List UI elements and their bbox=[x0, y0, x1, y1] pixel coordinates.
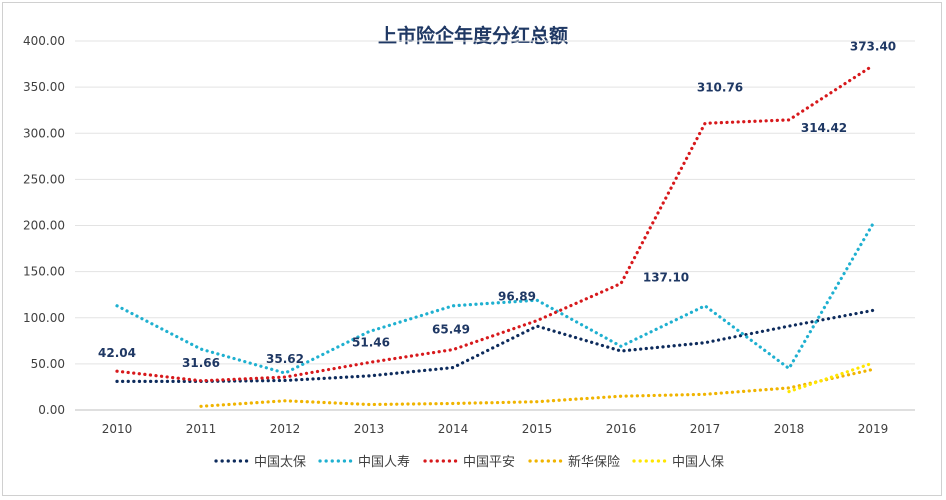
x-tick-label: 2015 bbox=[522, 422, 553, 436]
legend: 中国太保 中国人寿 中国平安 新华保险 中国人保 bbox=[214, 454, 724, 470]
x-tick-label: 2013 bbox=[354, 422, 385, 436]
data-label: 31.66 bbox=[182, 356, 220, 370]
legend-label: 中国人寿 bbox=[358, 455, 410, 470]
data-label: 310.76 bbox=[697, 80, 743, 94]
data-labels: 42.04 31.66 35.62 51.46 65.49 96.89 137.10 310.… bbox=[98, 40, 896, 370]
x-tick-label: 2014 bbox=[438, 422, 469, 436]
series-line-4 bbox=[787, 361, 875, 394]
series-line-3 bbox=[199, 367, 875, 408]
x-tick-label: 2012 bbox=[270, 422, 301, 436]
y-axis-ticks: 0.00 50.00 100.00 150.00 200.00 250.00 300.00 3… bbox=[23, 34, 65, 417]
data-label: 137.10 bbox=[643, 271, 689, 285]
chart-title: 上市险企年度分红总额 bbox=[378, 24, 568, 47]
x-tick-label: 2010 bbox=[102, 422, 133, 436]
data-label: 51.46 bbox=[352, 336, 390, 350]
data-label: 42.04 bbox=[98, 346, 136, 360]
series-lines bbox=[115, 63, 875, 408]
x-tick-label: 2011 bbox=[186, 422, 217, 436]
x-tick-label: 2016 bbox=[606, 422, 637, 436]
y-tick-label: 400.00 bbox=[23, 34, 65, 48]
y-tick-label: 250.00 bbox=[23, 172, 65, 186]
x-axis-ticks: 2010 2011 2012 2013 2014 2015 2016 2017 2018 2019 bbox=[102, 422, 889, 436]
gridlines bbox=[75, 40, 915, 411]
legend-label: 新华保险 bbox=[568, 454, 620, 470]
data-label: 35.62 bbox=[266, 352, 304, 366]
legend-label: 中国平安 bbox=[463, 455, 515, 470]
x-tick-label: 2018 bbox=[774, 422, 805, 436]
series-line-2 bbox=[115, 63, 875, 383]
y-tick-label: 350.00 bbox=[23, 80, 65, 94]
y-tick-label: 150.00 bbox=[23, 265, 65, 279]
series-line-1 bbox=[115, 222, 875, 375]
y-tick-label: 50.00 bbox=[31, 357, 65, 371]
y-tick-label: 100.00 bbox=[23, 311, 65, 325]
data-label: 96.89 bbox=[498, 290, 536, 304]
data-label: 314.42 bbox=[801, 121, 847, 135]
series-line-0 bbox=[115, 308, 875, 383]
y-tick-label: 0.00 bbox=[38, 403, 65, 417]
y-tick-label: 200.00 bbox=[23, 219, 65, 233]
data-label: 373.40 bbox=[850, 40, 896, 54]
data-label: 65.49 bbox=[432, 323, 470, 337]
y-tick-label: 300.00 bbox=[23, 126, 65, 140]
x-tick-label: 2017 bbox=[690, 422, 721, 436]
legend-label: 中国太保 bbox=[254, 455, 306, 470]
legend-label: 中国人保 bbox=[672, 455, 724, 470]
x-tick-label: 2019 bbox=[858, 422, 889, 436]
